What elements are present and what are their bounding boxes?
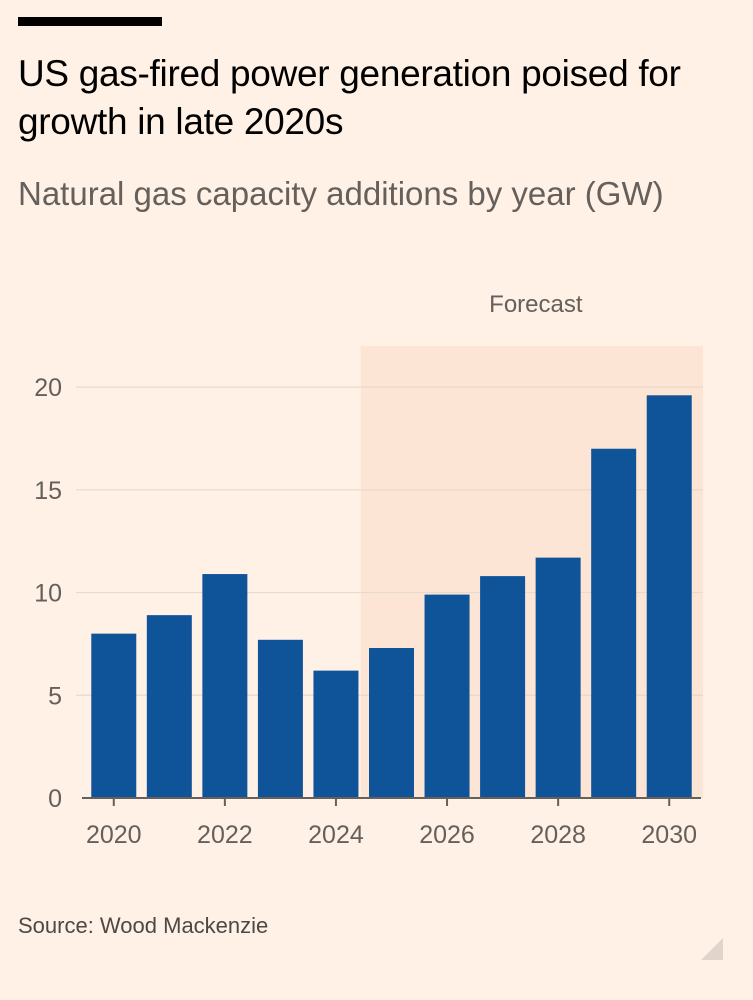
chart-subtitle: Natural gas capacity additions by year (… [18,175,664,212]
x-tick-label-2022: 2022 [197,821,253,849]
y-tick-label-15: 15 [34,477,62,505]
x-tick-label-2026: 2026 [419,821,475,849]
bar-2029 [591,448,637,798]
bar-2021 [146,615,192,798]
x-tick-label-2024: 2024 [308,821,364,849]
forecast-band [360,346,703,798]
bar-2023 [257,639,303,798]
bar-2020 [91,633,137,798]
chart-title: US gas-fired power generation poised for… [18,53,681,142]
source-note: Source: Wood Mackenzie [18,913,269,938]
bar-2022 [202,574,248,798]
x-tick-label-2030: 2030 [641,821,697,849]
y-tick-label-5: 5 [48,682,62,710]
ft-top-rule [18,17,162,26]
bar-2025 [369,648,414,798]
forecast-label: Forecast [489,291,583,318]
bar-2024 [313,670,359,798]
y-tick-label-10: 10 [34,580,62,608]
bar-2028 [535,557,581,798]
x-tick-label-2028: 2028 [530,821,586,849]
y-tick-label-20: 20 [34,374,62,402]
y-tick-label-0: 0 [48,785,62,813]
corner-resize-icon [701,938,723,960]
bar-2030 [646,395,692,798]
bar-2027 [480,576,526,798]
bar-2026 [424,594,470,798]
x-tick-label-2020: 2020 [86,821,142,849]
